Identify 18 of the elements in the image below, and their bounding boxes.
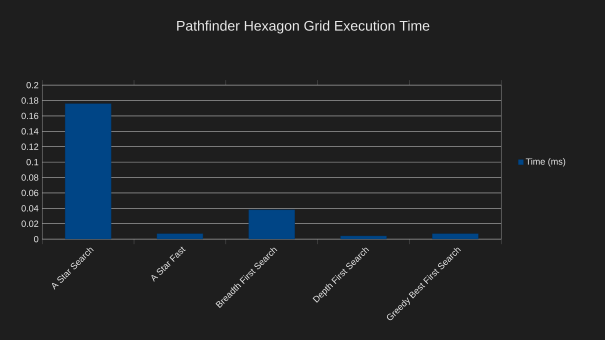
bar [340,236,387,240]
bar [64,103,112,240]
y-tick-label: 0 [34,236,38,242]
y-tick-label: 0.02 [22,220,38,227]
y-tick-label: 0.16 [22,112,38,120]
y-tick-label: 0.2 [26,82,38,88]
y-tick-label: 0.18 [22,97,38,104]
y-tick-label: 0.12 [22,144,38,150]
bar [156,234,204,240]
chart-title: Pathfinder Hexagon Grid Execution Time [177,20,430,34]
legend-label: Time (ms) [526,158,566,167]
y-tick-label: 0.08 [22,174,38,181]
bar [432,234,478,240]
y-tick-label: 0.06 [22,190,38,196]
bar [248,210,295,240]
y-tick-label: 0.04 [22,205,38,212]
y-tick-label: 0.14 [22,128,38,135]
y-tick-label: 0.1 [26,158,38,166]
